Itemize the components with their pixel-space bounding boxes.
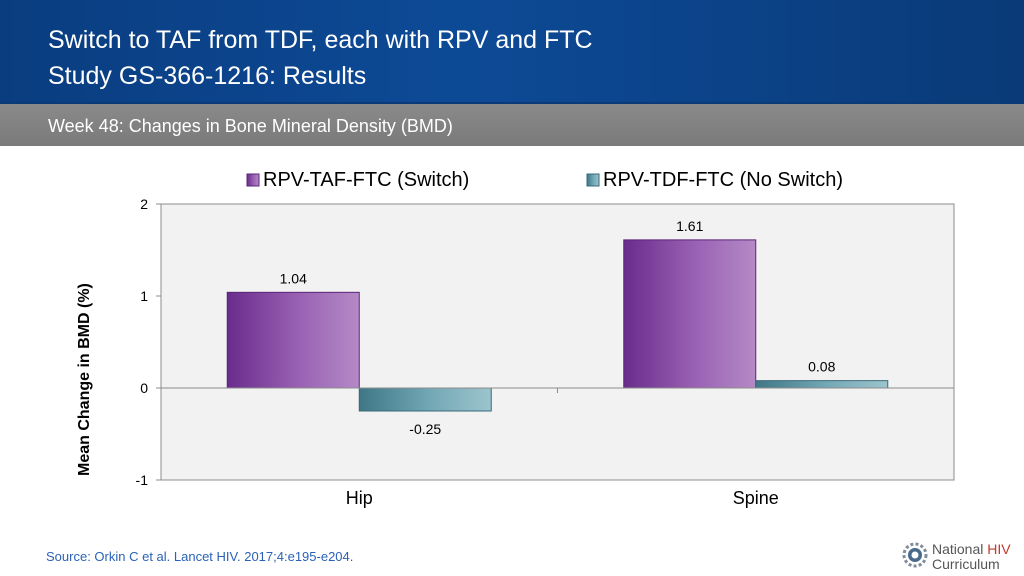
title-line-2: Study GS-366-1216: Results — [48, 62, 367, 90]
chart-legend: RPV-TAF-FTC (Switch) RPV-TDF-FTC (No Swit… — [246, 169, 843, 191]
legend-swatch — [586, 173, 600, 187]
slide-title: Switch to TAF from TDF, each with RPV an… — [48, 22, 593, 94]
gear-globe-icon — [902, 542, 928, 568]
legend-label: RPV-TDF-FTC (No Switch) — [603, 169, 843, 191]
bar — [226, 291, 360, 389]
y-tick-label: -1 — [136, 472, 149, 488]
y-tick-label: 0 — [140, 380, 148, 396]
bar — [755, 380, 889, 389]
logo-word-curriculum: Curriculum — [932, 556, 1000, 572]
legend-swatch — [246, 173, 260, 187]
y-tick-label: 2 — [140, 196, 148, 212]
logo-text-line-1: National HIV — [932, 541, 1011, 557]
title-line-1: Switch to TAF from TDF, each with RPV an… — [48, 26, 593, 54]
bars: 1.04 1.61 -0.25 0.08 — [226, 218, 889, 437]
bmd-bar-chart: RPV-TAF-FTC (Switch) RPV-TDF-FTC (No Swit… — [76, 169, 955, 508]
x-tick-label: Hip — [346, 488, 373, 508]
data-label: -0.25 — [409, 421, 441, 437]
title-banner: Switch to TAF from TDF, each with RPV an… — [0, 0, 1024, 102]
logo-word-national: National — [932, 541, 984, 557]
source-citation: Source: Orkin C et al. Lancet HIV. 2017;… — [46, 549, 354, 564]
legend-label: RPV-TAF-FTC (Switch) — [263, 169, 469, 191]
subtitle-bar: Week 48: Changes in Bone Mineral Density… — [0, 102, 1024, 146]
slide-subtitle: Week 48: Changes in Bone Mineral Density… — [48, 116, 453, 136]
logo-word-hiv: HIV — [987, 541, 1011, 557]
bar — [358, 387, 492, 412]
bar — [623, 239, 757, 389]
national-hiv-curriculum-logo: National HIV Curriculum — [902, 540, 1020, 572]
x-axis: Hip Spine — [160, 387, 955, 508]
data-label: 0.08 — [808, 359, 835, 375]
data-label: 1.04 — [280, 270, 307, 286]
y-axis: 2 1 0 -1 — [136, 196, 162, 488]
y-axis-label: Mean Change in BMD (%) — [76, 283, 93, 476]
x-tick-label: Spine — [733, 488, 779, 508]
y-tick-label: 1 — [140, 288, 148, 304]
data-label: 1.61 — [676, 218, 703, 234]
